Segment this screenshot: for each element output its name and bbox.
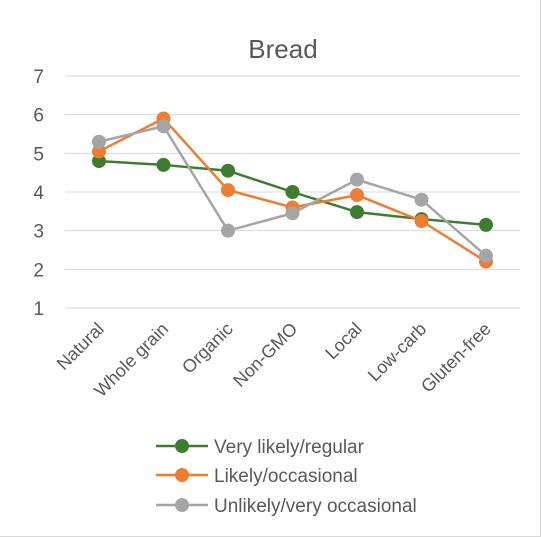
y-axis-ticks: 1 2 3 4 5 6 7 bbox=[33, 67, 44, 320]
gridlines bbox=[65, 75, 520, 309]
y-tick-label: 7 bbox=[33, 67, 44, 88]
y-tick-label: 3 bbox=[33, 222, 44, 243]
series-lines bbox=[92, 111, 493, 269]
chart-title: Bread bbox=[248, 34, 317, 64]
y-tick-label: 6 bbox=[33, 106, 44, 127]
legend-entry: Very likely/regular bbox=[156, 437, 365, 458]
y-tick-label: 5 bbox=[33, 144, 44, 165]
data-point bbox=[221, 223, 235, 238]
legend-label: Very likely/regular bbox=[214, 437, 365, 458]
data-point bbox=[350, 172, 364, 187]
data-point bbox=[479, 248, 493, 263]
y-tick-label: 2 bbox=[33, 260, 44, 281]
data-point bbox=[479, 217, 493, 232]
data-point bbox=[156, 157, 171, 172]
legend-marker bbox=[175, 468, 189, 482]
data-point bbox=[350, 205, 364, 220]
legend-label: Unlikely/very occasional bbox=[214, 496, 417, 517]
data-point bbox=[221, 163, 235, 178]
legend: Very likely/regular Likely/occasional Unli… bbox=[156, 437, 417, 517]
y-tick-label: 1 bbox=[33, 299, 44, 320]
x-tick-label: Natural bbox=[53, 319, 108, 374]
legend-entry: Unlikely/very occasional bbox=[156, 496, 417, 517]
legend-label: Likely/occasional bbox=[214, 466, 358, 487]
series-3 bbox=[92, 119, 493, 263]
legend-marker bbox=[175, 439, 189, 453]
x-tick-label: Gluten-free bbox=[417, 319, 495, 397]
data-point bbox=[92, 134, 106, 149]
legend-entry: Likely/occasional bbox=[156, 466, 358, 487]
x-tick-label: Organic bbox=[178, 319, 237, 378]
data-point bbox=[92, 144, 106, 159]
data-point bbox=[285, 185, 300, 199]
data-point bbox=[414, 214, 429, 228]
x-tick-label: Non-GMO bbox=[229, 319, 301, 391]
data-point bbox=[156, 119, 171, 134]
data-point bbox=[221, 183, 235, 198]
x-tick-label: Local bbox=[321, 319, 366, 364]
legend-marker bbox=[175, 498, 189, 512]
x-tick-label: Low-carb bbox=[364, 319, 430, 385]
data-point bbox=[92, 154, 106, 169]
data-point bbox=[285, 206, 300, 221]
y-tick-label: 4 bbox=[33, 183, 44, 204]
data-point bbox=[350, 188, 364, 203]
data-point bbox=[414, 192, 429, 207]
